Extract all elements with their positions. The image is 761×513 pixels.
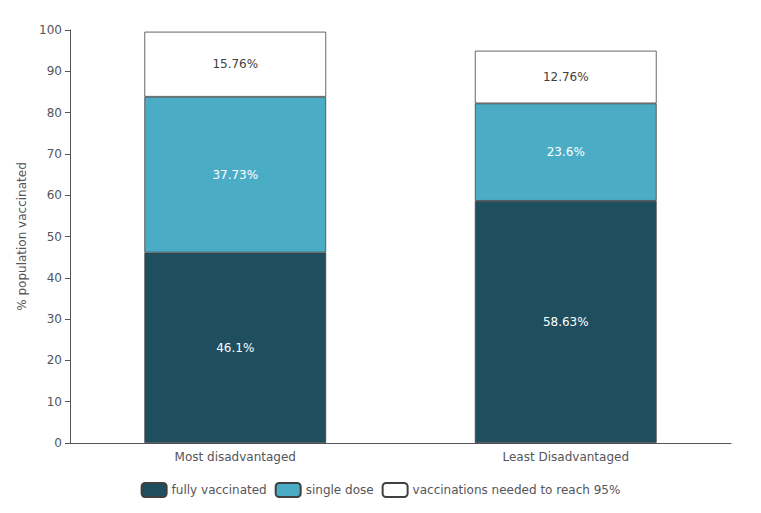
svg-text:0: 0 [54,436,62,450]
svg-text:fully vaccinated: fully vaccinated [172,483,267,497]
svg-text:10: 10 [47,395,62,409]
svg-text:% population vaccinated: % population vaccinated [15,162,29,311]
svg-text:20: 20 [47,353,62,367]
svg-text:15.76%: 15.76% [212,57,258,71]
svg-text:60: 60 [47,188,62,202]
svg-text:23.6%: 23.6% [547,145,585,159]
svg-text:12.76%: 12.76% [543,70,589,84]
svg-text:37.73%: 37.73% [212,168,258,182]
svg-text:90: 90 [47,64,62,78]
svg-text:58.63%: 58.63% [543,315,589,329]
svg-text:Most disadvantaged: Most disadvantaged [175,450,296,464]
svg-text:40: 40 [47,271,62,285]
svg-text:100: 100 [39,23,62,37]
svg-text:Least Disadvantaged: Least Disadvantaged [502,450,629,464]
svg-text:80: 80 [47,106,62,120]
svg-text:single dose: single dose [306,483,374,497]
svg-text:70: 70 [47,147,62,161]
svg-text:30: 30 [47,312,62,326]
svg-text:46.1%: 46.1% [216,341,254,355]
svg-text:50: 50 [47,230,62,244]
svg-text:vaccinations needed to reach 9: vaccinations needed to reach 95% [413,483,621,497]
